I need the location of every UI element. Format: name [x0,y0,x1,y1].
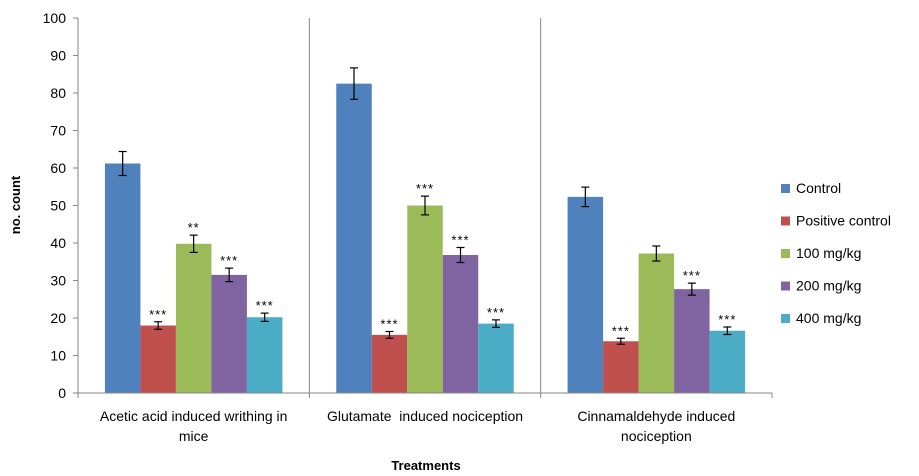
y-tick-label: 60 [50,160,66,176]
x-tick-label: nociception [621,428,692,444]
bar [442,255,479,393]
legend-label: Control [796,180,841,196]
bar [567,196,604,393]
significance-label: *** [612,323,630,338]
bar [175,243,212,393]
legend-swatch [781,314,790,323]
y-tick-label: 50 [50,198,66,214]
significance-label: *** [718,312,736,327]
legend-swatch [781,184,790,193]
bar [336,83,372,393]
y-tick-label: 10 [50,348,66,364]
bar [104,163,141,393]
legend-label: 400 mg/kg [796,310,861,326]
group-dividers [308,18,542,393]
bar [371,334,408,393]
bar [140,325,176,393]
x-tick-label: Acetic acid induced writhing in [100,408,288,424]
bar [407,205,443,393]
significance-label: *** [451,233,469,248]
y-tick-label: 100 [43,10,67,26]
significance-label: *** [683,268,701,283]
y-axis: 0 10 20 30 40 50 60 70 80 90 100 [43,10,79,401]
significance-label: *** [220,253,238,268]
legend-label: 200 mg/kg [796,278,861,294]
bar [478,323,514,393]
x-tick-label: mice [179,428,209,444]
significance-label: ** [188,220,200,235]
x-axis-label: Treatments [391,458,460,473]
bar [603,341,639,393]
legend-swatch [781,281,790,291]
y-tick-label: 40 [50,235,66,251]
legend-label: Positive control [796,213,891,229]
legend-label: 100 mg/kg [796,245,861,261]
y-axis-label: no. count [8,175,23,234]
legend: Control Positive control 100 mg/kg 200 mg/k… [781,180,891,326]
y-tick-label: 30 [50,273,66,289]
x-axis: Acetic acid induced writhing in mice Gluta… [77,392,773,444]
bar [638,253,675,393]
bar [211,274,247,393]
y-tick-label: 0 [58,385,66,401]
legend-swatch [781,216,790,226]
y-tick-label: 70 [50,123,66,139]
y-tick-label: 80 [50,85,66,101]
y-tick-label: 20 [50,310,66,326]
y-tick-label: 90 [50,48,66,64]
significance-label: *** [380,317,398,332]
bar [674,289,710,393]
significance-label: *** [416,181,434,196]
bar [709,330,746,393]
bars: ****** ******************** *** *** [104,67,746,393]
significance-label: *** [149,307,167,322]
x-tick-label: Cinnamaldehyde induced [577,408,735,424]
x-tick-label: Glutamate induced nociception [327,408,523,424]
significance-label: *** [487,305,505,320]
bar [246,317,283,393]
significance-label: *** [256,298,274,313]
legend-swatch [781,249,790,258]
